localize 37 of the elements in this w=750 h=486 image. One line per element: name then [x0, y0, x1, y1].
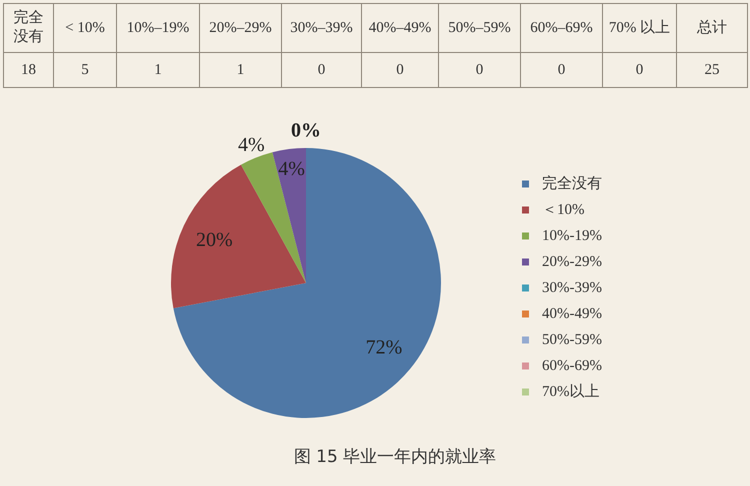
category-label: 40%–49%	[362, 4, 438, 52]
legend-label: 20%-29%	[542, 254, 602, 270]
data-label: 1	[200, 52, 282, 88]
legend-label: 30%-39%	[542, 280, 602, 296]
category-label: 总计	[676, 4, 748, 52]
category-label: < 10%	[54, 4, 116, 52]
data-label: 0	[438, 52, 520, 88]
category-label: 70% 以上	[602, 4, 676, 52]
legend-label: 40%-49%	[542, 306, 602, 322]
category-label: 完全没有	[4, 4, 54, 52]
data-label: 4%	[278, 158, 305, 180]
pie-slice	[272, 148, 306, 283]
data-label: 20%	[196, 228, 233, 251]
category-label: 10%–19%	[116, 4, 200, 52]
data-label: 1	[116, 52, 200, 88]
legend-label: 10%-19%	[542, 228, 602, 244]
text: 0%	[291, 119, 321, 142]
data-label: 0	[602, 52, 676, 88]
data-label: 5	[54, 52, 116, 88]
legend-label: 完全没有	[542, 175, 602, 192]
legend-label: ＜10%	[542, 202, 584, 218]
data-label: 72%	[366, 336, 402, 359]
data-label: 0	[282, 52, 362, 88]
legend-label: 70%以上	[542, 383, 600, 400]
legend-label: 60%-69%	[542, 358, 602, 374]
data-label: 0	[520, 52, 602, 88]
data-label: 18	[4, 52, 54, 88]
legend-label: 50%-59%	[542, 332, 602, 348]
category-label: 50%–59%	[438, 4, 520, 52]
category-label: 60%–69%	[520, 4, 602, 52]
category-label: 20%–29%	[200, 4, 282, 52]
pie-slice	[240, 152, 306, 283]
data-label: 25	[676, 52, 748, 88]
text: 图 15 毕业一年内的就业率	[294, 447, 496, 467]
data-label: 0	[362, 52, 438, 88]
data-label: 4%	[238, 134, 265, 156]
category-label: 30%–39%	[282, 4, 362, 52]
